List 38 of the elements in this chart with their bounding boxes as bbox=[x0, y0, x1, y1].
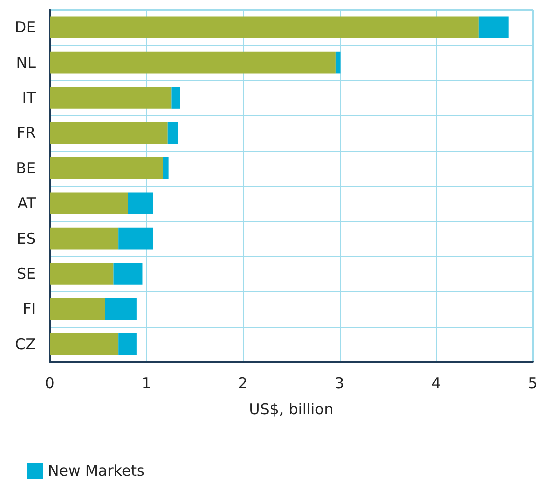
bar bbox=[50, 87, 172, 109]
bar bbox=[50, 228, 119, 250]
y-tick-label: ES bbox=[17, 230, 36, 248]
x-tick-label: 2 bbox=[238, 374, 248, 392]
x-tick-label: 3 bbox=[335, 374, 345, 392]
bar bbox=[50, 52, 336, 74]
y-tick-label: AT bbox=[18, 194, 37, 213]
y-tick-label: DE bbox=[14, 18, 36, 37]
y-tick-label: FR bbox=[16, 124, 36, 142]
y-tick-label: FI bbox=[22, 300, 36, 318]
bar bbox=[50, 263, 114, 285]
y-tick-label: IT bbox=[22, 89, 37, 107]
bar bbox=[50, 333, 119, 356]
y-tick-label: SE bbox=[17, 265, 36, 283]
bar bbox=[105, 298, 137, 320]
y-tick-label: BE bbox=[16, 159, 36, 178]
bar bbox=[163, 157, 169, 180]
bar bbox=[478, 16, 509, 39]
bar bbox=[168, 122, 178, 144]
y-tick-label: CZ bbox=[15, 335, 36, 354]
x-tick-label: 0 bbox=[45, 374, 55, 392]
bar bbox=[128, 192, 154, 215]
bar bbox=[114, 263, 143, 285]
bar bbox=[118, 333, 137, 356]
bar bbox=[50, 157, 164, 180]
x-axis-title: US$, billion bbox=[249, 400, 334, 418]
legend-label: New Markets bbox=[48, 462, 146, 480]
y-tick-label: NL bbox=[16, 54, 37, 72]
bar bbox=[50, 122, 168, 144]
bar bbox=[172, 87, 180, 109]
x-tick-label: 5 bbox=[528, 374, 538, 392]
bar bbox=[50, 192, 128, 215]
x-tick-label: 1 bbox=[142, 374, 152, 392]
x-tick-label: 4 bbox=[432, 374, 442, 392]
bar bbox=[50, 16, 479, 39]
bar bbox=[118, 228, 154, 250]
bar bbox=[50, 298, 106, 320]
bar bbox=[336, 52, 341, 74]
